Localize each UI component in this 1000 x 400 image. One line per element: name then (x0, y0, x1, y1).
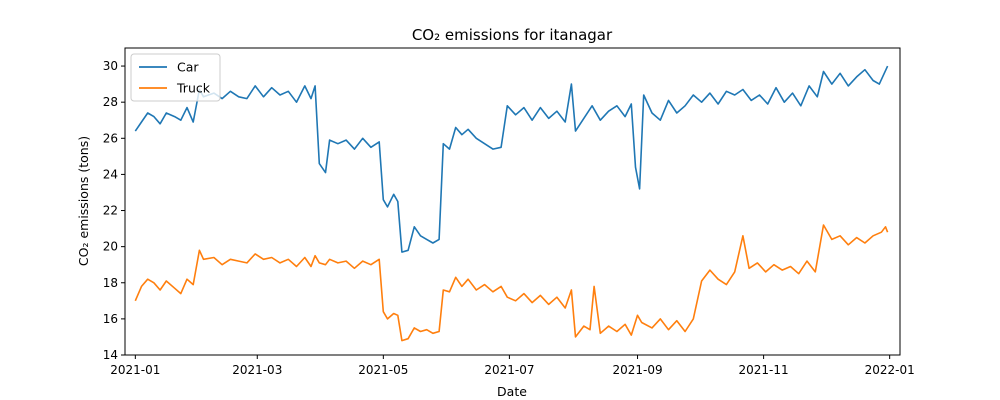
x-tick-label: 2021-11 (739, 363, 789, 377)
y-tick-label: 16 (103, 312, 118, 326)
series-line-truck (134, 224, 889, 342)
series-line-car (134, 65, 889, 253)
x-tick-label: 2021-05 (358, 363, 408, 377)
y-tick-label: 14 (103, 348, 118, 362)
legend-box (130, 53, 221, 102)
y-tick-label: 30 (103, 59, 118, 73)
y-tick-label: 22 (103, 204, 118, 218)
y-tick-label: 20 (103, 240, 118, 254)
chart-title: CO₂ emissions for itanagar (412, 26, 613, 44)
y-tick-label: 24 (103, 167, 118, 181)
axes-frame (124, 47, 901, 356)
y-axis-label: CO₂ emissions (tons) (76, 136, 91, 266)
legend: Car Truck (130, 53, 221, 102)
x-tick-label: 2022-01 (865, 363, 915, 377)
x-tick-label: 2021-07 (484, 363, 534, 377)
x-tick-label: 2021-03 (232, 363, 282, 377)
x-axis-label: Date (497, 384, 527, 399)
plot-area: 2021-01 2021-03 2021-05 2021-07 2021-09 2021-… (103, 47, 915, 377)
y-tick-label: 26 (103, 131, 118, 145)
x-tick-label: 2021-09 (612, 363, 662, 377)
y-tick-label: 28 (103, 95, 118, 109)
legend-label-car: Car (177, 60, 199, 75)
x-tick-label: 2021-01 (110, 363, 160, 377)
legend-label-truck: Truck (176, 81, 211, 96)
y-tick-label: 18 (103, 276, 118, 290)
